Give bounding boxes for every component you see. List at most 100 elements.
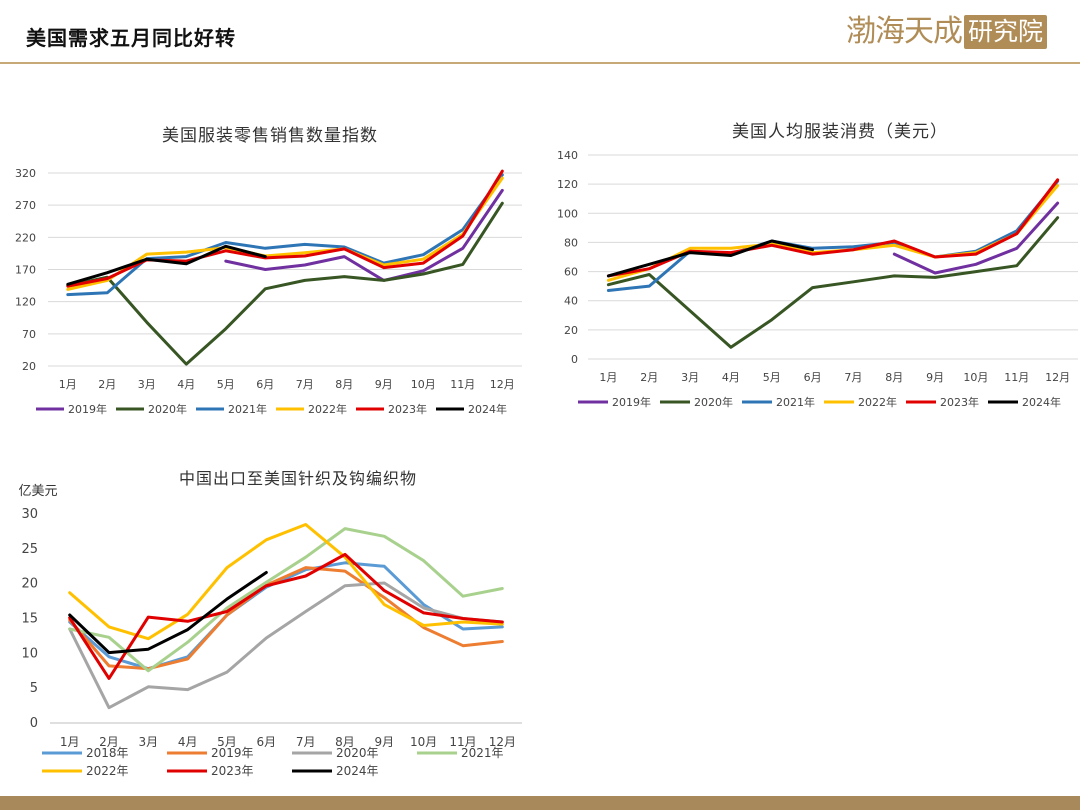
x-tick-label: 12月 <box>489 735 516 749</box>
y-tick-label: 25 <box>21 542 38 557</box>
footer-bar <box>0 796 1080 810</box>
legend-label: 2023年 <box>211 764 254 778</box>
x-tick-label: 11月 <box>1004 371 1029 384</box>
x-tick-label: 9月 <box>375 735 395 749</box>
legend-label: 2019年 <box>612 395 651 409</box>
legend-label: 2019年 <box>211 746 254 760</box>
y-tick-label: 5 <box>30 681 38 696</box>
y-tick-label: 30 <box>21 507 38 522</box>
x-tick-label: 3月 <box>138 378 156 391</box>
legend-label: 2022年 <box>86 764 129 778</box>
series-line-2020年 <box>606 216 1060 349</box>
x-tick-label: 4月 <box>178 735 198 749</box>
legend-label: 2024年 <box>468 402 507 416</box>
y-tick-label: 60 <box>564 266 578 279</box>
chart-title: 中国出口至美国针织及钩编织物 <box>179 469 417 488</box>
x-tick-label: 11月 <box>449 735 476 749</box>
brand-logo: 渤海天成 研究院 <box>846 12 1048 52</box>
legend-label: 2022年 <box>308 402 347 416</box>
y-tick-label: 170 <box>15 264 36 277</box>
y-axis-label: 亿美元 <box>18 484 57 499</box>
series-line-2019年 <box>68 566 504 671</box>
x-tick-label: 6月 <box>257 735 277 749</box>
x-tick-label: 7月 <box>296 735 316 749</box>
x-tick-label: 11月 <box>450 378 475 391</box>
y-tick-label: 120 <box>557 178 578 191</box>
x-tick-label: 8月 <box>335 735 355 749</box>
chart-title: 美国人均服装消费（美元） <box>732 122 948 142</box>
series-line-2022年 <box>606 184 1060 282</box>
series-line-2024年 <box>606 239 815 278</box>
series-line-2024年 <box>68 571 268 655</box>
y-tick-label: 100 <box>557 207 578 220</box>
legend-label: 2021年 <box>776 395 815 409</box>
y-tick-label: 140 <box>557 149 578 162</box>
legend-label: 2024年 <box>1022 395 1061 409</box>
y-tick-label: 120 <box>15 296 36 309</box>
header-divider <box>0 62 1080 64</box>
legend-label: 2020年 <box>694 395 733 409</box>
x-tick-label: 6月 <box>256 378 274 391</box>
y-tick-label: 15 <box>21 612 38 627</box>
y-tick-label: 320 <box>15 167 36 180</box>
y-tick-label: 40 <box>564 295 578 308</box>
x-tick-label: 3月 <box>139 735 159 749</box>
legend-label: 2018年 <box>86 746 129 760</box>
x-tick-label: 10月 <box>410 735 437 749</box>
x-tick-label: 5月 <box>763 371 781 384</box>
legend-label: 2023年 <box>388 402 427 416</box>
chart-title: 美国服装零售销售数量指数 <box>162 126 378 146</box>
x-tick-label: 8月 <box>885 371 903 384</box>
legend-label: 2020年 <box>336 746 379 760</box>
x-tick-label: 1月 <box>59 378 77 391</box>
y-tick-label: 70 <box>22 328 36 341</box>
legend-label: 2023年 <box>940 395 979 409</box>
y-tick-label: 0 <box>571 353 578 366</box>
x-tick-label: 3月 <box>681 371 699 384</box>
x-tick-label: 2月 <box>99 735 119 749</box>
logo-box-text: 研究院 <box>964 15 1048 49</box>
x-tick-label: 9月 <box>926 371 944 384</box>
chart-apparel-retail-index: 美国服装零售销售数量指数 20 70 120 170 220 270 320 1月 2月 3月 4月 5… <box>15 126 522 416</box>
series-line-2021年 <box>66 173 504 297</box>
x-tick-label: 6月 <box>804 371 822 384</box>
x-tick-label: 1月 <box>60 735 80 749</box>
legend-label: 2019年 <box>68 402 107 416</box>
x-tick-label: 5月 <box>217 735 237 749</box>
x-tick-label: 4月 <box>722 371 740 384</box>
x-tick-label: 2月 <box>98 378 116 391</box>
legend-label: 2022年 <box>858 395 897 409</box>
y-tick-label: 20 <box>564 324 578 337</box>
series-line-2020年 <box>68 581 504 710</box>
series-line-2021年 <box>68 527 504 673</box>
series-line-2022年 <box>66 176 504 291</box>
x-tick-label: 7月 <box>844 371 862 384</box>
chart-per-capita-apparel-spend: 美国人均服装消费（美元） 0 20 40 60 80 100 120 140 1月 2月 3月 4月 5月… <box>557 122 1078 409</box>
y-tick-label: 10 <box>21 646 38 661</box>
series-line-2022年 <box>68 523 504 641</box>
y-tick-label: 20 <box>22 360 36 373</box>
x-tick-label: 12月 <box>490 378 515 391</box>
y-tick-label: 220 <box>15 231 36 244</box>
series-line-2021年 <box>606 179 1060 292</box>
legend-label: 2021年 <box>228 402 267 416</box>
x-tick-label: 8月 <box>335 378 353 391</box>
x-tick-label: 9月 <box>375 378 393 391</box>
legend-label: 2020年 <box>148 402 187 416</box>
series-line-2024年 <box>66 244 267 286</box>
legend-label: 2024年 <box>336 764 379 778</box>
x-tick-label: 1月 <box>599 371 617 384</box>
logo-main-text: 渤海天成 <box>846 14 963 49</box>
page-title: 美国需求五月同比好转 <box>26 26 236 50</box>
y-tick-label: 20 <box>21 577 38 592</box>
x-tick-label: 5月 <box>217 378 235 391</box>
y-tick-label: 0 <box>30 716 38 731</box>
x-tick-label: 7月 <box>296 378 314 391</box>
x-tick-label: 10月 <box>963 371 988 384</box>
series-line-2020年 <box>66 201 504 366</box>
series-line-2019年 <box>892 201 1060 275</box>
series-line-2023年 <box>68 552 504 680</box>
x-tick-label: 2月 <box>640 371 658 384</box>
y-tick-label: 270 <box>15 199 36 212</box>
